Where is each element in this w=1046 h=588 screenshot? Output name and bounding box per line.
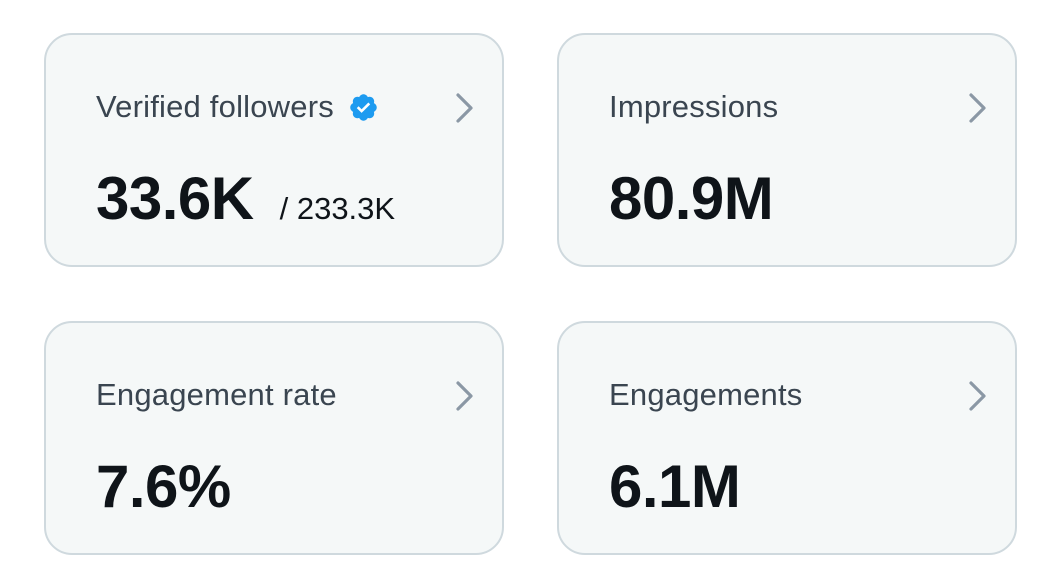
- card-value: 33.6K: [96, 165, 254, 232]
- card-total-value: / 233.3K: [279, 191, 396, 226]
- chevron-right-icon: [456, 381, 473, 411]
- card-label: Impressions: [609, 89, 779, 124]
- card-value: 80.9M: [609, 165, 774, 232]
- verified-followers-card[interactable]: Verified followers 33.6K / 233.3K: [44, 33, 504, 267]
- chevron-right-icon: [456, 93, 473, 123]
- card-header: Engagements: [609, 375, 803, 415]
- card-header: Engagement rate: [96, 375, 337, 415]
- card-value: 6.1M: [609, 453, 741, 520]
- card-value-row: 80.9M: [609, 163, 774, 235]
- card-value: 7.6%: [96, 453, 231, 520]
- card-header: Impressions: [609, 87, 778, 127]
- chevron-right-icon: [969, 93, 986, 123]
- card-label: Engagements: [609, 377, 803, 412]
- verified-badge-icon: [348, 92, 379, 123]
- card-label: Verified followers: [96, 89, 334, 124]
- card-value-row: 33.6K / 233.3K: [96, 163, 395, 235]
- chevron-right-icon: [969, 381, 986, 411]
- card-header: Verified followers: [96, 87, 379, 127]
- engagement-rate-card[interactable]: Engagement rate 7.6%: [44, 321, 504, 555]
- engagements-card[interactable]: Engagements 6.1M: [557, 321, 1017, 555]
- card-value-row: 7.6%: [96, 451, 231, 523]
- card-label: Engagement rate: [96, 377, 337, 412]
- impressions-card[interactable]: Impressions 80.9M: [557, 33, 1017, 267]
- card-value-row: 6.1M: [609, 451, 741, 523]
